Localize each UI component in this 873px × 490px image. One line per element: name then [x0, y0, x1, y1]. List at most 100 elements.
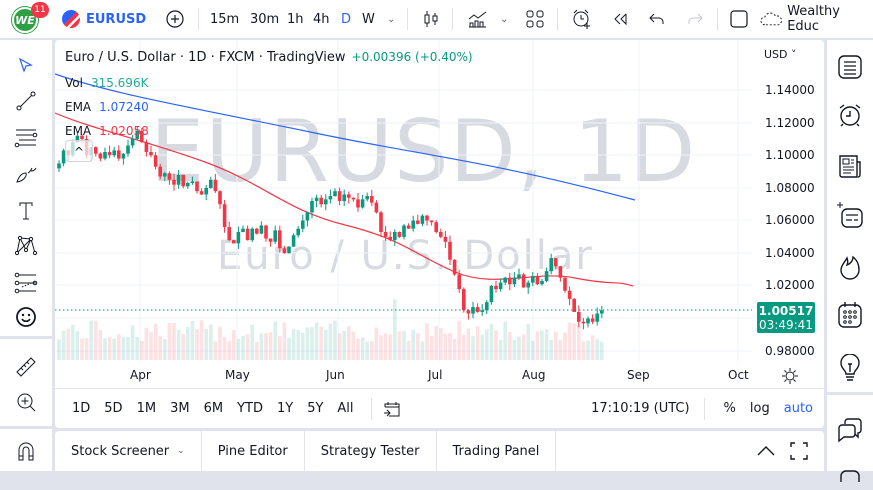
range-1y[interactable]: 1Y	[276, 401, 294, 416]
tab-strategy-tester[interactable]: Strategy Tester	[305, 431, 437, 471]
range-1m[interactable]: 1M	[136, 401, 157, 416]
range-3m[interactable]: 3M	[170, 401, 190, 416]
measure-tool[interactable]	[12, 353, 40, 381]
auto-scale-toggle[interactable]: auto	[783, 401, 813, 416]
fire-icon	[840, 255, 860, 280]
indicators-button[interactable]	[466, 0, 490, 38]
candlestick-chart[interactable]	[55, 40, 755, 362]
data-window-button[interactable]	[835, 200, 865, 230]
trend-line-icon	[16, 91, 36, 111]
symbol-search-button[interactable]: EURUSD	[62, 0, 146, 38]
interval-d[interactable]: D	[341, 11, 352, 27]
horizontal-lines-icon	[14, 129, 38, 148]
interval-30m[interactable]: 30m	[250, 11, 280, 27]
text-tool[interactable]	[12, 197, 40, 225]
notification-badge: 11	[31, 2, 49, 18]
interval-dropdown-icon[interactable]: ⌄	[387, 13, 396, 25]
maximize-icon[interactable]	[790, 442, 808, 460]
range-1d[interactable]: 1D	[72, 401, 91, 416]
redo-button[interactable]	[684, 0, 706, 38]
square-icon	[730, 10, 748, 28]
xabcd-pattern-icon	[14, 235, 38, 256]
range-ytd[interactable]: YTD	[237, 401, 263, 416]
smiley-icon	[16, 307, 36, 327]
replay-icon	[614, 13, 627, 26]
top-toolbar: WE 11 EURUSD 15m 30m 1h 4h D W ⌄ ⌄ Wealt…	[0, 0, 873, 38]
percent-scale-toggle[interactable]: %	[723, 401, 736, 416]
symbol-title[interactable]: Euro / U.S. Dollar · 1D · FXCM · Trading…	[65, 50, 346, 65]
tab-stock-screener[interactable]: Stock Screener ⌄	[55, 431, 202, 471]
cursor-arrow-icon	[18, 57, 33, 73]
divider	[198, 8, 199, 30]
ema-short-legend[interactable]: EMA 1.02058	[65, 124, 149, 138]
volume-legend[interactable]: Vol 315.696K	[65, 76, 149, 90]
indicators-dropdown-icon[interactable]: ⌄	[500, 13, 509, 25]
price-scale[interactable]: USD ˅ 1.14000 1.12000 1.10000 1.08000 1.…	[764, 48, 815, 358]
prediction-tool[interactable]	[12, 269, 40, 297]
fib-retracement-tool[interactable]	[12, 124, 40, 152]
cursor-tool[interactable]	[12, 52, 40, 80]
layout-save-button[interactable]: Wealthy Educ	[760, 0, 873, 38]
interval-15m[interactable]: 15m	[210, 11, 240, 27]
alerts-button[interactable]	[835, 100, 865, 130]
help-button[interactable]	[835, 460, 865, 490]
divider	[0, 336, 52, 339]
currency-selector[interactable]: USD ˅	[764, 48, 797, 61]
magnet-tool[interactable]	[12, 437, 40, 465]
goto-date-icon[interactable]	[382, 399, 402, 419]
pattern-tool[interactable]	[12, 231, 40, 259]
layout-button[interactable]	[524, 0, 546, 38]
chats-button[interactable]	[835, 415, 865, 445]
interval-1h[interactable]: 1h	[287, 11, 304, 27]
emoji-tool[interactable]	[12, 303, 40, 331]
fullscreen-button[interactable]	[728, 0, 750, 38]
zoom-in-tool[interactable]	[12, 388, 40, 416]
chevron-up-icon: ^	[73, 145, 85, 159]
log-scale-toggle[interactable]: log	[749, 401, 770, 416]
price-change: +0.00396 (+0.40%)	[351, 50, 473, 64]
range-6m[interactable]: 6M	[203, 401, 224, 416]
chart-pane[interactable]: EURUSD, 1D Euro / U.S. Dollar Euro / U.S…	[55, 40, 824, 428]
alert-button[interactable]	[570, 0, 594, 38]
interval-w[interactable]: W	[362, 11, 375, 27]
symbol-name: EURUSD	[86, 11, 147, 27]
current-price-label: 1.00517 03:49:41	[757, 302, 815, 333]
tab-trading-panel[interactable]: Trading Panel	[437, 431, 557, 471]
utc-clock[interactable]: 17:10:19 (UTC)	[591, 401, 690, 416]
ideas-button[interactable]	[835, 353, 865, 383]
lightbulb-icon	[840, 354, 860, 381]
news-button[interactable]	[835, 152, 865, 182]
range-5y[interactable]: 5Y	[307, 401, 324, 416]
range-all[interactable]: All	[337, 401, 354, 416]
undo-button[interactable]	[646, 0, 668, 38]
chevron-up-icon[interactable]	[756, 444, 776, 458]
add-symbol-button[interactable]	[164, 0, 186, 38]
interval-4h[interactable]: 4h	[313, 11, 330, 27]
range-5d[interactable]: 5D	[104, 401, 123, 416]
brush-icon	[16, 167, 37, 183]
alert-clock-icon	[573, 9, 590, 29]
watchlist-button[interactable]	[835, 52, 865, 82]
ema-long-legend[interactable]: EMA 1.07240	[65, 100, 149, 114]
forecast-lines-icon	[14, 272, 38, 294]
zoom-in-icon	[17, 393, 36, 412]
settings-sun-icon[interactable]	[781, 367, 799, 385]
layout-name: Wealthy Educ	[787, 4, 840, 34]
indicators-icon	[468, 11, 487, 28]
brush-tool[interactable]	[12, 161, 40, 189]
undo-icon	[649, 13, 664, 24]
tab-pine-editor[interactable]: Pine Editor	[202, 431, 305, 471]
calendar-button[interactable]	[835, 300, 865, 330]
chart-type-button[interactable]	[420, 0, 442, 38]
trend-line-tool[interactable]	[12, 87, 40, 115]
replay-button[interactable]	[610, 0, 632, 38]
divider	[407, 8, 408, 30]
time-axis[interactable]: Apr May Jun Jul Aug Sep Oct	[55, 362, 798, 388]
eur-usd-flag-icon	[62, 10, 80, 28]
layout-icon	[526, 10, 544, 28]
divider	[717, 8, 718, 30]
hotlists-button[interactable]	[835, 253, 865, 283]
divider	[827, 392, 873, 395]
collapse-legend-button[interactable]: ^	[65, 140, 93, 162]
bottom-toolbar: 1D 5D 1M 3M 6M YTD 1Y 5Y All 17:10:19 (U…	[55, 388, 824, 428]
